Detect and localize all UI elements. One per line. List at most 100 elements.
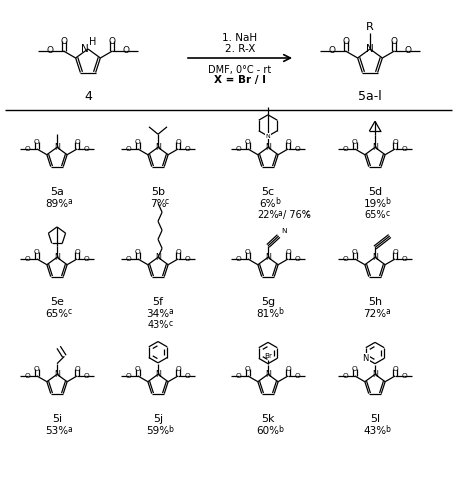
Text: b: b [278, 424, 283, 434]
Text: O: O [46, 46, 53, 56]
Text: O: O [245, 140, 251, 145]
Text: N: N [266, 134, 271, 138]
Text: 5a: 5a [50, 187, 64, 197]
Text: O: O [74, 250, 80, 256]
Text: O: O [74, 366, 80, 372]
Text: a: a [278, 208, 283, 218]
Text: O: O [295, 373, 300, 379]
Text: N: N [265, 143, 271, 152]
Text: N: N [372, 253, 378, 262]
Text: O: O [245, 366, 251, 372]
Text: N: N [155, 143, 161, 152]
Text: 5j: 5j [153, 414, 163, 424]
Text: N: N [155, 370, 161, 379]
Text: a: a [68, 198, 72, 206]
Text: O: O [285, 140, 291, 145]
Text: 60%: 60% [256, 426, 280, 436]
Text: O: O [402, 373, 407, 379]
Text: 5l: 5l [370, 414, 380, 424]
Text: O: O [185, 256, 191, 262]
Text: O: O [236, 146, 241, 152]
Text: N: N [54, 253, 60, 262]
Text: N: N [372, 143, 378, 152]
Text: O: O [135, 140, 141, 145]
Text: O: O [236, 373, 241, 379]
Text: 59%: 59% [146, 426, 170, 436]
Text: 5c: 5c [261, 187, 275, 197]
Text: O: O [245, 250, 251, 256]
Text: O: O [135, 250, 141, 256]
Text: 81%: 81% [256, 309, 280, 319]
Text: O: O [123, 46, 130, 56]
Text: 5k: 5k [261, 414, 275, 424]
Text: 53%: 53% [45, 426, 69, 436]
Text: c: c [165, 198, 169, 206]
Text: 43%: 43% [363, 426, 387, 436]
Text: O: O [109, 36, 116, 46]
Text: 6%: 6% [260, 199, 276, 209]
Text: 72%: 72% [363, 309, 387, 319]
Text: O: O [74, 140, 80, 145]
Text: O: O [352, 250, 358, 256]
Text: O: O [185, 373, 191, 379]
Text: 22%: 22% [257, 210, 279, 220]
Text: O: O [34, 140, 40, 145]
Text: b: b [275, 198, 280, 206]
Text: / 76%: / 76% [283, 210, 311, 220]
Text: DMF, 0°C - rt: DMF, 0°C - rt [208, 65, 271, 75]
Text: O: O [402, 256, 407, 262]
Text: 43%: 43% [147, 320, 169, 330]
Text: 5e: 5e [50, 297, 64, 307]
Text: O: O [25, 373, 30, 379]
Text: O: O [175, 366, 181, 372]
Text: O: O [352, 140, 358, 145]
Text: O: O [392, 250, 398, 256]
Text: O: O [60, 36, 67, 46]
Text: b: b [278, 308, 283, 316]
Text: O: O [285, 366, 291, 372]
Text: 5h: 5h [368, 297, 382, 307]
Text: 5g: 5g [261, 297, 275, 307]
Text: N: N [155, 253, 161, 262]
Text: 1. NaH: 1. NaH [223, 33, 258, 43]
Text: O: O [175, 140, 181, 145]
Text: N: N [372, 370, 378, 379]
Text: a: a [386, 308, 390, 316]
Text: 5a-l: 5a-l [358, 90, 382, 102]
Text: O: O [343, 256, 348, 262]
Text: R: R [366, 22, 374, 32]
Text: N: N [81, 44, 89, 54]
Text: 65%: 65% [45, 309, 69, 319]
Text: O: O [402, 146, 407, 152]
Text: b: b [386, 198, 390, 206]
Text: O: O [405, 46, 412, 56]
Text: O: O [25, 256, 30, 262]
Text: a: a [68, 424, 72, 434]
Text: N: N [54, 370, 60, 379]
Text: H: H [89, 37, 97, 47]
Text: 89%: 89% [45, 199, 69, 209]
Text: O: O [392, 366, 398, 372]
Text: O: O [285, 250, 291, 256]
Text: O: O [126, 373, 131, 379]
Text: c: c [169, 318, 173, 328]
Text: O: O [25, 146, 30, 152]
Text: b: b [386, 424, 390, 434]
Text: N: N [366, 44, 374, 54]
Text: c: c [386, 208, 390, 218]
Text: c: c [306, 208, 310, 218]
Text: O: O [34, 366, 40, 372]
Text: 65%: 65% [364, 210, 386, 220]
Text: X = Br / I: X = Br / I [214, 75, 266, 85]
Text: c: c [68, 308, 72, 316]
Text: O: O [342, 36, 349, 46]
Text: 5b: 5b [151, 187, 165, 197]
Text: N: N [54, 143, 60, 152]
Text: O: O [352, 366, 358, 372]
Text: O: O [126, 256, 131, 262]
Text: O: O [236, 256, 241, 262]
Text: O: O [343, 146, 348, 152]
Text: O: O [328, 46, 335, 56]
Text: 4: 4 [84, 90, 92, 102]
Text: 5i: 5i [52, 414, 62, 424]
